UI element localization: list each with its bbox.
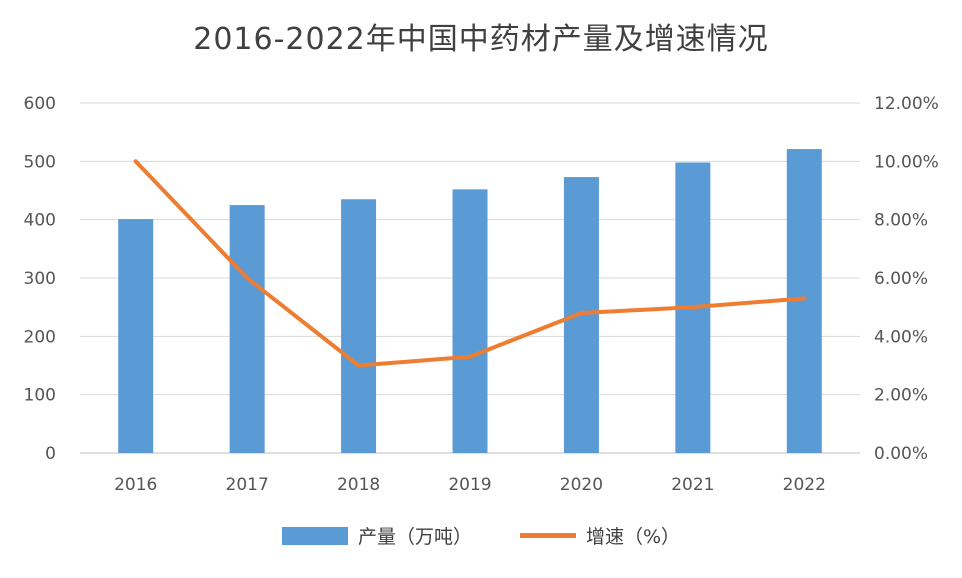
chart-title: 2016-2022年中国中药材产量及增速情况 bbox=[193, 22, 769, 57]
line-series bbox=[133, 159, 807, 368]
left-axis-tick-label: 100 bbox=[24, 386, 56, 406]
left-axis-tick-label: 600 bbox=[24, 94, 56, 114]
bar-series bbox=[118, 149, 822, 454]
right-axis-tick-label: 0.00% bbox=[874, 444, 928, 464]
x-axis-tick-label: 2016 bbox=[114, 475, 157, 495]
legend: 产量（万吨） 增速（%） bbox=[0, 522, 962, 549]
x-axis-tick-label: 2022 bbox=[783, 475, 826, 495]
bar bbox=[452, 189, 488, 454]
left-axis-tick-label: 300 bbox=[24, 269, 56, 289]
x-axis-ticks: 2016 2017 2018 2019 2020 2021 2022 bbox=[114, 475, 826, 495]
line-point bbox=[802, 296, 807, 301]
legend-swatch-line bbox=[519, 533, 576, 538]
left-axis-tick-label: 200 bbox=[24, 327, 56, 347]
right-axis-tick-label: 4.00% bbox=[874, 327, 928, 347]
right-axis-ticks: 0.00% 2.00% 4.00% 6.00% 8.00% 10.00% 12.00% bbox=[874, 94, 939, 464]
legend-label-production: 产量（万吨） bbox=[357, 526, 472, 548]
bar bbox=[118, 219, 154, 453]
legend-swatch-bar bbox=[281, 526, 348, 545]
x-axis-tick-label: 2018 bbox=[337, 475, 380, 495]
line-point bbox=[133, 159, 138, 164]
legend-item-growth: 增速（%） bbox=[519, 522, 681, 549]
line-point bbox=[245, 276, 250, 280]
line-point bbox=[690, 305, 695, 310]
right-axis-tick-label: 6.00% bbox=[874, 269, 928, 289]
right-axis-tick-label: 8.00% bbox=[874, 211, 928, 231]
bar bbox=[341, 199, 377, 453]
right-axis-tick-label: 12.00% bbox=[874, 94, 939, 114]
left-axis-ticks: 0 100 200 300 400 500 600 bbox=[24, 94, 56, 464]
x-axis-tick-label: 2017 bbox=[226, 475, 269, 495]
bar bbox=[229, 205, 265, 453]
right-axis-tick-label: 2.00% bbox=[874, 386, 928, 406]
x-axis-tick-label: 2019 bbox=[448, 475, 491, 495]
left-axis-tick-label: 0 bbox=[45, 444, 56, 464]
right-axis-tick-label: 10.00% bbox=[874, 152, 939, 172]
x-axis-tick-label: 2021 bbox=[671, 475, 714, 495]
line-point bbox=[356, 363, 361, 368]
x-axis-tick-label: 2020 bbox=[560, 475, 603, 495]
legend-label-growth: 增速（%） bbox=[585, 526, 681, 548]
line-point bbox=[579, 311, 584, 315]
legend-item-production: 产量（万吨） bbox=[281, 522, 472, 549]
left-axis-tick-label: 500 bbox=[24, 152, 56, 172]
left-axis-tick-label: 400 bbox=[24, 211, 56, 231]
line-point bbox=[468, 354, 472, 359]
